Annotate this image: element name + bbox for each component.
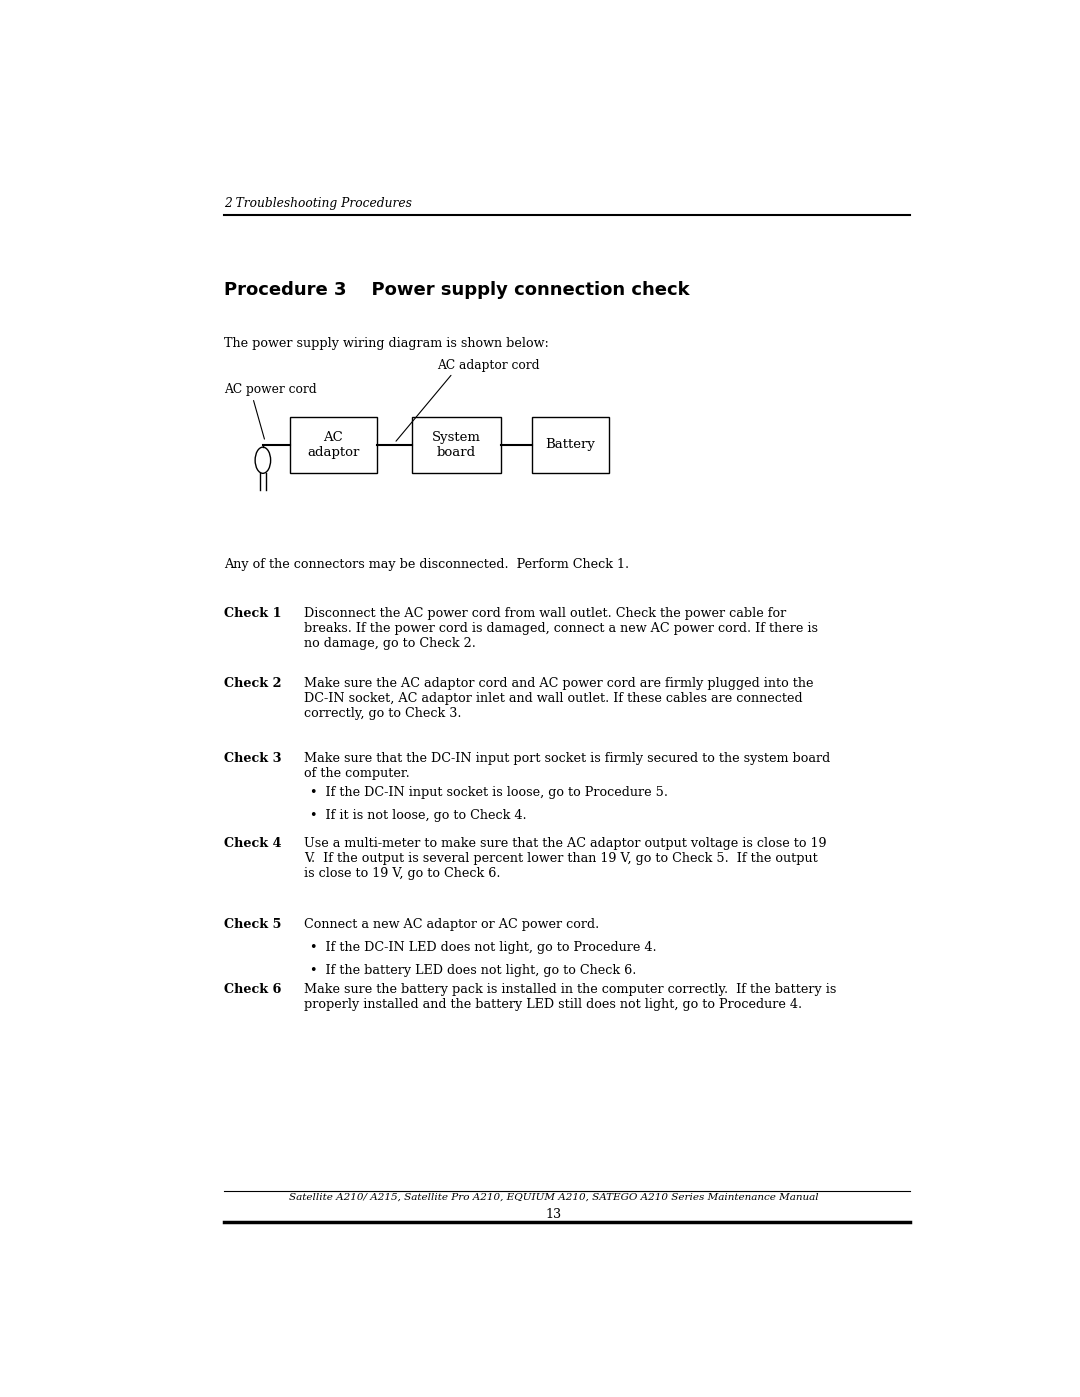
- Text: Connect a new AC adaptor or AC power cord.: Connect a new AC adaptor or AC power cor…: [303, 918, 599, 932]
- Text: Make sure the AC adaptor cord and AC power cord are firmly plugged into the
DC-I: Make sure the AC adaptor cord and AC pow…: [303, 678, 813, 721]
- Text: Use a multi-meter to make sure that the AC adaptor output voltage is close to 19: Use a multi-meter to make sure that the …: [303, 837, 826, 880]
- Text: System
board: System board: [432, 430, 481, 458]
- Text: •  If the DC-IN input socket is loose, go to Procedure 5.: • If the DC-IN input socket is loose, go…: [310, 787, 669, 799]
- Text: Any of the connectors may be disconnected.  Perform Check 1.: Any of the connectors may be disconnecte…: [225, 557, 630, 571]
- Text: •  If it is not loose, go to Check 4.: • If it is not loose, go to Check 4.: [310, 809, 527, 821]
- Text: Battery: Battery: [545, 439, 595, 451]
- Text: Check 6: Check 6: [225, 983, 282, 996]
- Text: Check 5: Check 5: [225, 918, 282, 932]
- Text: Make sure the battery pack is installed in the computer correctly.  If the batte: Make sure the battery pack is installed …: [303, 983, 836, 1011]
- Text: •  If the DC-IN LED does not light, go to Procedure 4.: • If the DC-IN LED does not light, go to…: [310, 942, 657, 954]
- Text: Procedure 3    Power supply connection check: Procedure 3 Power supply connection chec…: [225, 281, 690, 299]
- Text: Disconnect the AC power cord from wall outlet. Check the power cable for
breaks.: Disconnect the AC power cord from wall o…: [303, 606, 818, 650]
- Text: AC adaptor cord: AC adaptor cord: [437, 359, 540, 372]
- Text: 2 Troubleshooting Procedures: 2 Troubleshooting Procedures: [225, 197, 411, 210]
- Text: Check 4: Check 4: [225, 837, 282, 849]
- Text: Satellite A210/ A215, Satellite Pro A210, EQUIUM A210, SATEGO A210 Series Mainte: Satellite A210/ A215, Satellite Pro A210…: [288, 1193, 819, 1201]
- Text: Check 1: Check 1: [225, 606, 282, 619]
- Text: AC power cord: AC power cord: [225, 383, 316, 397]
- Text: Make sure that the DC-IN input port socket is firmly secured to the system board: Make sure that the DC-IN input port sock…: [303, 752, 831, 780]
- Text: Check 3: Check 3: [225, 752, 282, 766]
- Text: Check 2: Check 2: [225, 678, 282, 690]
- Text: AC
adaptor: AC adaptor: [307, 430, 360, 458]
- Text: 13: 13: [545, 1208, 562, 1221]
- Text: The power supply wiring diagram is shown below:: The power supply wiring diagram is shown…: [225, 337, 549, 351]
- Text: •  If the battery LED does not light, go to Check 6.: • If the battery LED does not light, go …: [310, 964, 636, 978]
